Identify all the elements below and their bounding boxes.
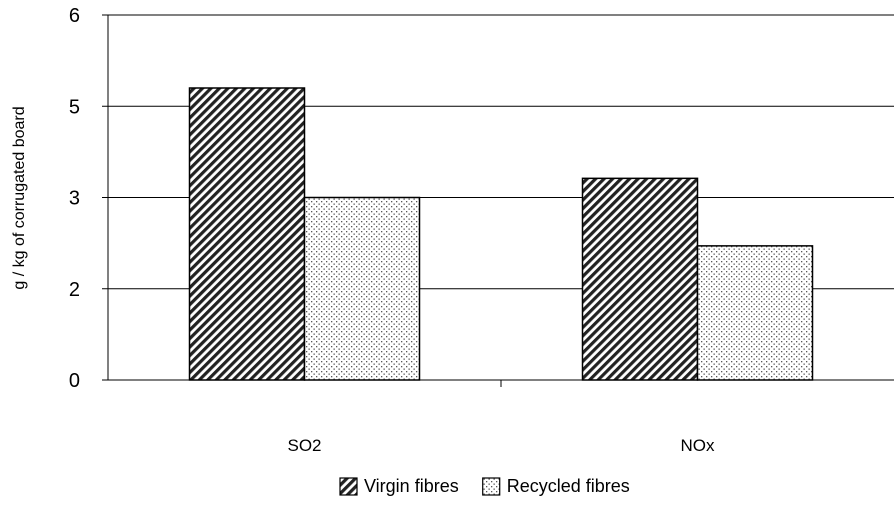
legend-label: Virgin fibres — [364, 476, 459, 496]
y-axis-label: g / kg of corrugated board — [11, 106, 28, 289]
y-tick-label: 3 — [69, 188, 80, 210]
x-category-label: SO2 — [287, 436, 321, 455]
legend-swatch — [339, 477, 358, 496]
x-category-labels: SO2 NOx — [287, 436, 715, 455]
y-tick-label: 5 — [69, 96, 80, 118]
y-tick-label: 2 — [69, 279, 80, 301]
y-tick-label: 6 — [69, 5, 80, 27]
y-tick-label: 0 — [69, 370, 80, 392]
legend-label: Recycled fibres — [507, 476, 630, 496]
bars — [188, 87, 814, 381]
bar-recycled-fibres-nox — [696, 245, 814, 381]
bar-recycled-fibres-so2 — [303, 196, 421, 381]
bar-virgin-fibres-so2 — [188, 87, 306, 381]
legend: Virgin fibres Recycled fibres — [339, 476, 630, 496]
axes — [102, 14, 894, 387]
legend-swatch — [482, 477, 501, 496]
bar-virgin-fibres-nox — [581, 177, 699, 381]
x-category-label: NOx — [681, 436, 716, 455]
y-tick-labels: 0 2 3 5 6 — [69, 5, 80, 392]
